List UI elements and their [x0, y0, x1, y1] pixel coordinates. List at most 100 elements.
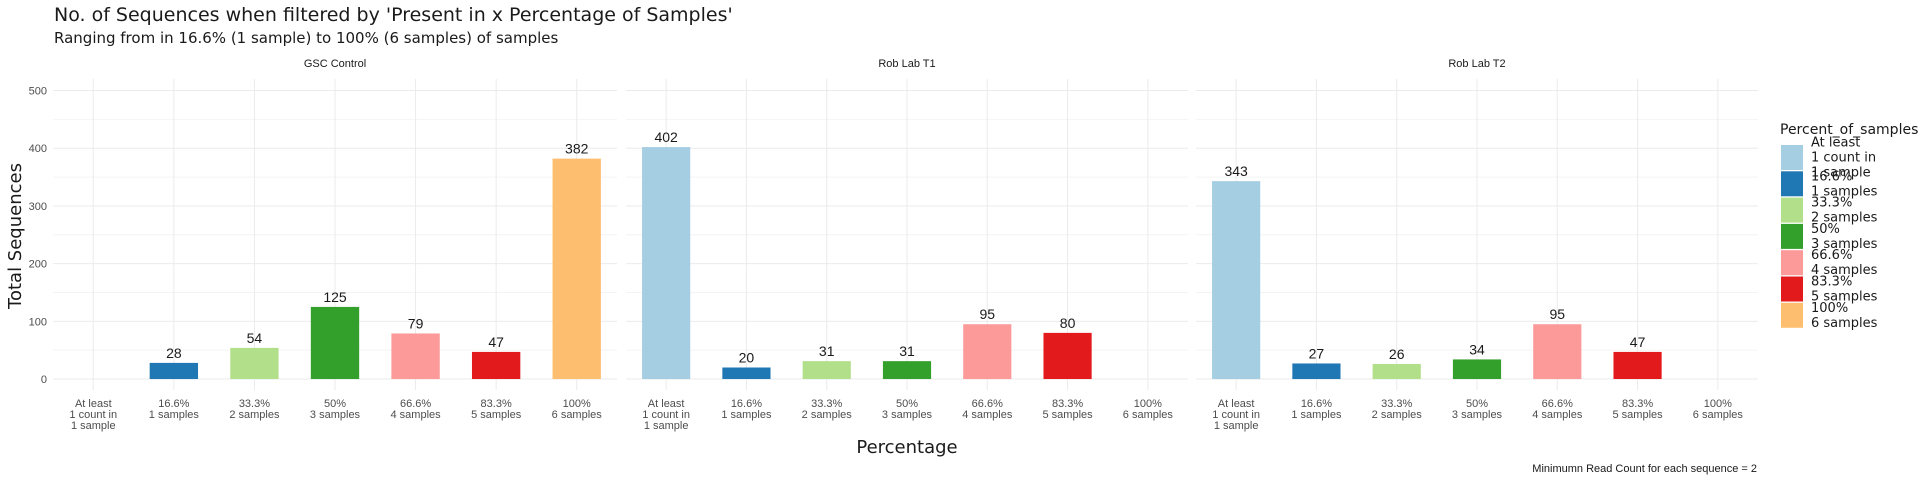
legend-label-line: At least — [1811, 136, 1860, 151]
x-tick-label-line: 66.6% — [1542, 398, 1573, 410]
legend-item: At least 1 count in 1 sample — [1781, 136, 1876, 181]
x-tick-label: 16.6% 1 samples — [721, 398, 772, 421]
x-tick-label-line: 2 samples — [1372, 409, 1423, 421]
bar-value-label: 95 — [1549, 306, 1565, 322]
bar-value-label: 20 — [739, 349, 755, 365]
x-tick-label-line: 83.3% — [481, 398, 512, 410]
legend-label: 33.3% 2 samples — [1811, 196, 1878, 226]
legend-label-line: 4 samples — [1811, 263, 1878, 278]
x-tick-label: 66.6% 4 samples — [1532, 398, 1583, 421]
legend-label: 16.6% 1 samples — [1811, 169, 1878, 199]
legend-swatch — [1781, 250, 1803, 276]
x-tick-label-line: 1 count in — [1212, 409, 1260, 421]
legend-label: At least 1 count in 1 sample — [1811, 136, 1876, 181]
bar — [1613, 351, 1662, 380]
x-tick-label-line: 50% — [324, 398, 346, 410]
legend-label-line: 6 samples — [1811, 316, 1878, 331]
legend-label: 50% 3 samples — [1811, 222, 1878, 252]
legend-item: 83.3% 5 samples — [1781, 275, 1878, 305]
bar — [802, 361, 851, 380]
bar — [230, 347, 279, 380]
y-tick-label: 300 — [29, 201, 47, 213]
y-tick-label: 400 — [29, 143, 47, 155]
bar-value-label: 27 — [1309, 345, 1325, 361]
legend-swatch — [1781, 223, 1803, 249]
bar — [963, 324, 1012, 380]
facet-panel: Rob Lab T2 343 27 26 34 95 47 At least 1 count i… — [1196, 58, 1758, 432]
facet-strip-label: GSC Control — [304, 58, 366, 70]
x-tick-label-line: 4 samples — [962, 409, 1013, 421]
legend-label: 66.6% 4 samples — [1811, 248, 1878, 278]
x-tick-label-line: 16.6% — [731, 398, 762, 410]
x-tick-label-line: 16.6% — [1301, 398, 1332, 410]
x-tick-label: 50% 3 samples — [1452, 398, 1503, 421]
legend-label-line: 3 samples — [1811, 237, 1878, 252]
x-axis-label: Percentage — [856, 437, 957, 458]
x-tick-label: 33.3% 2 samples — [1372, 398, 1423, 421]
x-tick-label-line: 16.6% — [158, 398, 189, 410]
legend-item: 100% 6 samples — [1781, 301, 1878, 331]
legend-item: 66.6% 4 samples — [1781, 248, 1878, 278]
bar — [722, 367, 771, 380]
x-tick-label-line: 4 samples — [1532, 409, 1583, 421]
legend-label: 100% 6 samples — [1811, 301, 1878, 331]
x-tick-label-line: 1 samples — [149, 409, 200, 421]
legend-swatch — [1781, 276, 1803, 302]
bar-value-label: 95 — [979, 306, 995, 322]
facet-strip-label: Rob Lab T1 — [878, 58, 935, 70]
legend-item: 50% 3 samples — [1781, 222, 1878, 252]
x-tick-label-line: 66.6% — [972, 398, 1003, 410]
legend-label-line: 33.3% — [1811, 196, 1852, 211]
bar — [1292, 363, 1341, 380]
x-tick-label-line: 5 samples — [1043, 409, 1094, 421]
bar-value-label: 34 — [1469, 341, 1485, 357]
x-tick-label: 100% 6 samples — [1693, 398, 1744, 421]
x-tick-label-line: 100% — [563, 398, 591, 410]
bar — [882, 361, 932, 380]
x-tick-label: 16.6% 1 samples — [149, 398, 200, 421]
x-tick-label-line: At least — [75, 398, 112, 410]
bar — [552, 158, 601, 380]
legend-label-line: 1 count in — [1811, 151, 1876, 166]
bar-value-label: 26 — [1389, 346, 1405, 362]
x-tick-label: 100% 6 samples — [552, 398, 603, 421]
x-tick-label-line: 1 samples — [721, 409, 772, 421]
legend-swatch — [1781, 197, 1803, 223]
x-tick-label-line: 5 samples — [1613, 409, 1664, 421]
chart-caption: Minimumn Read Count for each sequence = … — [1532, 463, 1757, 475]
bar-value-label: 80 — [1060, 315, 1076, 331]
x-tick-label-line: At least — [1218, 398, 1255, 410]
x-tick-label-line: 6 samples — [1123, 409, 1174, 421]
legend-item: 33.3% 2 samples — [1781, 196, 1878, 226]
legend-label-line: 83.3% — [1811, 275, 1852, 290]
bar-value-label: 47 — [488, 334, 504, 350]
bar-value-label: 47 — [1630, 334, 1646, 350]
legend-swatch — [1781, 171, 1803, 197]
bar — [1533, 324, 1582, 380]
legend-label: 83.3% 5 samples — [1811, 275, 1878, 305]
x-tick-label-line: 2 samples — [802, 409, 853, 421]
bar-value-label: 343 — [1224, 163, 1248, 179]
bar-value-label: 79 — [408, 315, 424, 331]
legend-label-line: 5 samples — [1811, 290, 1878, 305]
x-tick-label: 83.3% 5 samples — [471, 398, 522, 421]
y-axis-label: Total Sequences — [5, 163, 26, 310]
legend-title: Percent_of_samples — [1780, 122, 1918, 138]
legend-label-line: 16.6% — [1811, 169, 1852, 184]
x-tick-label: 50% 3 samples — [882, 398, 933, 421]
x-tick-label-line: 50% — [1466, 398, 1488, 410]
gridlines — [626, 79, 1188, 390]
bar — [310, 306, 360, 380]
x-tick-label-line: 3 samples — [882, 409, 933, 421]
x-tick-label: 83.3% 5 samples — [1613, 398, 1664, 421]
bar — [391, 333, 440, 380]
x-tick-label-line: 4 samples — [391, 409, 442, 421]
x-tick-label: 16.6% 1 samples — [1291, 398, 1342, 421]
x-tick-label-line: 50% — [896, 398, 918, 410]
x-tick-label-line: 1 sample — [1214, 420, 1259, 432]
x-tick-label: 83.3% 5 samples — [1043, 398, 1094, 421]
legend-label-line: 1 sample — [1811, 166, 1871, 181]
legend-label-line: 2 samples — [1811, 211, 1878, 226]
